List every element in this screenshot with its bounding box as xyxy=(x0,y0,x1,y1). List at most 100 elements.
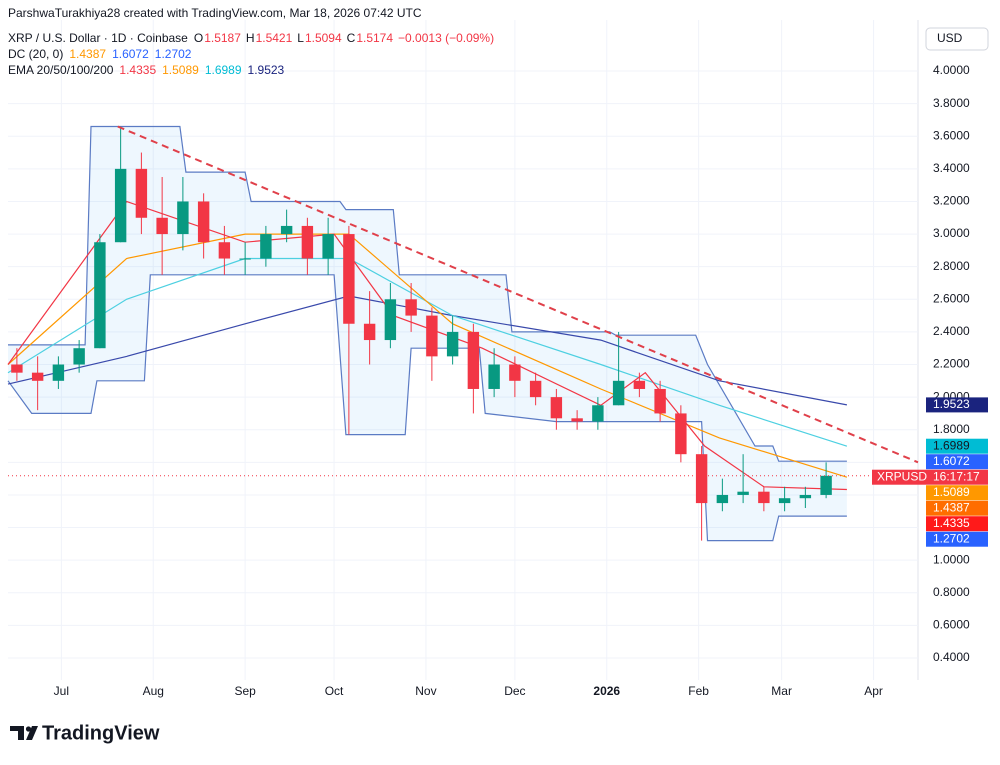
candle-body xyxy=(695,454,708,504)
credit: ParshwaTurakhiya28 created with TradingV… xyxy=(8,6,422,20)
symbol-box xyxy=(872,469,988,485)
candle-body xyxy=(488,364,500,389)
y-tick-label: 1.8000 xyxy=(933,422,970,436)
y-tick-label: 0.6000 xyxy=(933,618,970,632)
candle-body xyxy=(280,225,293,235)
x-tick-label: Dec xyxy=(504,684,525,698)
y-tick-label: 4.0000 xyxy=(933,63,970,77)
x-tick-label: Apr xyxy=(864,684,883,698)
candle-body xyxy=(446,331,459,357)
x-tick-label: Mar xyxy=(771,684,792,698)
candle-body xyxy=(322,234,334,259)
x-tick-label: Aug xyxy=(143,684,164,698)
candle-body xyxy=(509,364,521,381)
ohlc-value: 1.5421 xyxy=(256,31,293,45)
candle-body xyxy=(343,234,355,324)
price-label: 1.9523 xyxy=(926,397,988,413)
ema-line xyxy=(7,295,848,406)
candle-body xyxy=(156,217,168,235)
indicator-value: 1.4335 xyxy=(119,63,156,77)
channel-lower xyxy=(7,274,847,542)
x-tick-label: Sep xyxy=(234,684,256,698)
indicator-name: DC (20, 0) xyxy=(8,47,63,61)
ohlc-label: O xyxy=(194,31,203,45)
symbol-title: XRP / U.S. Dollar · 1D · Coinbase xyxy=(8,31,188,45)
y-tick-label: 3.6000 xyxy=(933,128,970,142)
candle-body xyxy=(550,397,563,419)
candle-body xyxy=(301,225,314,259)
y-tick-label: 3.8000 xyxy=(933,96,970,110)
x-tick-label: Oct xyxy=(325,684,344,698)
indicator-value: 1.5089 xyxy=(162,63,199,77)
x-tick-label: Nov xyxy=(415,684,436,698)
candle-body xyxy=(114,168,127,243)
candle-body xyxy=(758,491,770,504)
price-label: 1.4387 xyxy=(926,500,988,516)
price-label-box xyxy=(926,516,988,532)
candle-body xyxy=(529,380,542,398)
candle-body xyxy=(716,494,729,504)
price-label: 1.6072 xyxy=(926,454,988,470)
trendline xyxy=(117,125,919,464)
channel-upper xyxy=(8,125,847,462)
y-tick-label: 3.4000 xyxy=(933,161,970,175)
x-tick-label: Feb xyxy=(688,684,709,698)
indicator-value: 1.9523 xyxy=(248,63,285,77)
ohlc-label: H xyxy=(246,31,255,45)
ohlc-value: 1.5094 xyxy=(305,31,342,45)
candle-body xyxy=(467,331,480,389)
price-label: 1.2702 xyxy=(926,531,988,547)
price-label-box xyxy=(926,500,988,516)
indicator-name: EMA 20/50/100/200 xyxy=(8,63,114,77)
indicator-value: 1.6072 xyxy=(112,47,149,61)
candle-body xyxy=(675,413,687,455)
y-tick-label: 2.6000 xyxy=(933,291,970,305)
candle-body xyxy=(260,234,272,259)
symbol: XRPUSD xyxy=(877,469,927,483)
price-label-text: 1.6072 xyxy=(933,454,970,468)
candle-body xyxy=(612,380,625,406)
change: −0.0013 (−0.09%) xyxy=(398,31,494,45)
candle-body xyxy=(592,405,604,422)
price-label: 1.6989 xyxy=(926,438,988,454)
candle-body xyxy=(363,323,376,341)
y-tick-label: 0.8000 xyxy=(933,585,970,599)
candle-body xyxy=(737,491,749,495)
logo-dot xyxy=(25,726,32,732)
price-label: XRPUSD 16:17:17 xyxy=(872,469,988,485)
y-tick-label: 2.8000 xyxy=(933,259,970,273)
candle-body xyxy=(633,380,646,389)
currency-box[interactable] xyxy=(925,27,989,51)
candle-body xyxy=(135,168,148,218)
candle-body xyxy=(799,494,812,499)
price-label-text: 1.6989 xyxy=(933,438,970,452)
y-tick-label: 1.0000 xyxy=(933,552,970,566)
ohlc-value: 1.5187 xyxy=(204,31,241,45)
tradingview-logo xyxy=(10,726,38,740)
currency[interactable]: USD xyxy=(937,31,963,45)
price-label: 1.4335 xyxy=(926,516,988,532)
candle-body xyxy=(571,418,583,422)
candle-body xyxy=(73,348,85,365)
x-tick-label: 2026 xyxy=(593,684,620,698)
price-label-text: 1.2702 xyxy=(933,531,970,545)
y-tick-label: 0.4000 xyxy=(933,650,970,664)
ohlc-label: L xyxy=(297,31,304,45)
y-tick-label: 3.0000 xyxy=(933,226,970,240)
candle-body xyxy=(94,242,106,349)
y-tick-label: 3.2000 xyxy=(933,194,970,208)
price-label-text: 1.4387 xyxy=(933,500,970,514)
candle-body xyxy=(384,299,397,341)
price-label-box xyxy=(926,397,988,413)
price-label-text: 1.4335 xyxy=(933,516,970,530)
price-label-text: 1.5089 xyxy=(933,485,970,499)
candle-body xyxy=(218,242,231,259)
candle-body xyxy=(31,372,44,381)
candle-body xyxy=(405,299,417,316)
indicator-value: 1.4387 xyxy=(69,47,106,61)
ema-line xyxy=(7,233,848,478)
candle-body xyxy=(52,364,65,381)
plot-area xyxy=(7,20,919,680)
candle-body xyxy=(820,475,832,495)
price-label: 1.5089 xyxy=(926,485,988,501)
